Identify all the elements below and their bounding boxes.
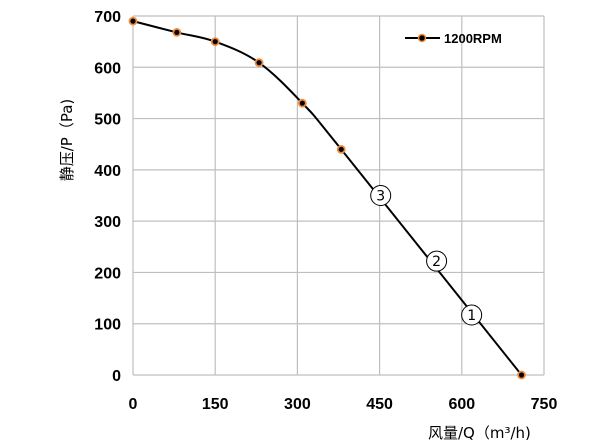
y-tick-label: 700 xyxy=(94,9,121,26)
data-point xyxy=(336,144,346,154)
x-tick-label: 300 xyxy=(284,396,311,413)
y-tick-label: 200 xyxy=(94,265,121,282)
annotation-circle xyxy=(426,250,448,272)
data-point xyxy=(172,28,182,37)
annotations: 3 2 1 xyxy=(370,185,483,326)
annotation-circle xyxy=(461,304,483,326)
annotation-label: 1 xyxy=(467,308,476,324)
y-tick-label: 100 xyxy=(94,317,121,334)
tick-labels: 0 150 300 450 600 750 0 100 200 300 400 500 600 700 xyxy=(94,9,557,413)
annotation-label: 3 xyxy=(376,189,385,205)
y-tick-label: 0 xyxy=(112,368,121,385)
data-point xyxy=(297,98,307,108)
legend: 1200RPM xyxy=(405,31,502,46)
legend-marker xyxy=(417,33,427,43)
x-tick-label: 0 xyxy=(129,396,138,413)
x-axis-label: 风量/Q（m³/h) xyxy=(428,424,531,442)
x-tick-label: 600 xyxy=(448,396,475,413)
y-tick-label: 300 xyxy=(94,214,121,231)
data-point xyxy=(210,37,220,47)
annotation-label: 2 xyxy=(432,254,441,270)
y-tick-label: 600 xyxy=(94,60,121,77)
data-points xyxy=(128,16,526,380)
data-point xyxy=(517,370,526,380)
data-point xyxy=(254,58,264,68)
x-tick-label: 150 xyxy=(202,396,229,413)
legend-label: 1200RPM xyxy=(444,31,502,46)
grid xyxy=(132,15,545,376)
y-tick-label: 500 xyxy=(94,112,121,129)
y-tick-label: 400 xyxy=(94,163,121,180)
annotation-circle xyxy=(370,185,392,206)
data-point xyxy=(128,16,138,26)
x-tick-label: 450 xyxy=(366,396,393,413)
series-line-1200rpm xyxy=(132,20,523,376)
y-axis-label: 静压/P（Pa) xyxy=(58,99,76,182)
x-tick-label: 750 xyxy=(531,396,558,413)
